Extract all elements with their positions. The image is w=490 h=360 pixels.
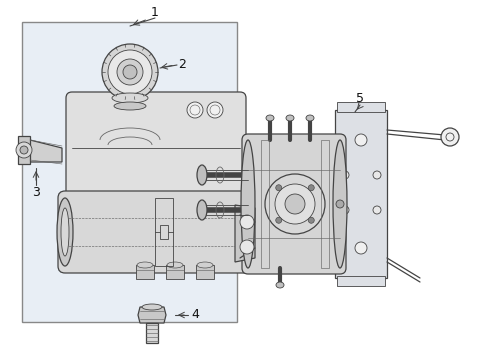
Bar bbox=[196, 265, 214, 279]
Circle shape bbox=[187, 102, 203, 118]
Circle shape bbox=[308, 217, 314, 223]
Ellipse shape bbox=[57, 198, 73, 266]
Bar bbox=[337, 102, 385, 112]
Circle shape bbox=[240, 215, 254, 229]
Ellipse shape bbox=[197, 262, 213, 268]
Bar bbox=[335, 110, 387, 278]
Ellipse shape bbox=[197, 165, 207, 185]
Circle shape bbox=[373, 206, 381, 214]
Bar bbox=[22, 22, 237, 322]
Text: 3: 3 bbox=[32, 185, 40, 198]
Ellipse shape bbox=[112, 93, 148, 103]
Bar bbox=[146, 323, 158, 343]
Ellipse shape bbox=[266, 115, 274, 121]
Ellipse shape bbox=[114, 102, 146, 110]
Circle shape bbox=[276, 185, 282, 191]
Ellipse shape bbox=[197, 200, 207, 220]
Polygon shape bbox=[235, 205, 255, 262]
Ellipse shape bbox=[137, 262, 153, 268]
Ellipse shape bbox=[286, 115, 294, 121]
Text: 5: 5 bbox=[356, 91, 364, 104]
Bar bbox=[155, 198, 173, 266]
Text: 1: 1 bbox=[151, 5, 159, 18]
Circle shape bbox=[341, 206, 349, 214]
Circle shape bbox=[355, 242, 367, 254]
Circle shape bbox=[441, 128, 459, 146]
Bar bbox=[166, 265, 184, 279]
Circle shape bbox=[308, 185, 314, 191]
FancyBboxPatch shape bbox=[66, 92, 246, 204]
Ellipse shape bbox=[333, 140, 347, 268]
Polygon shape bbox=[138, 307, 166, 323]
Bar bbox=[160, 225, 168, 239]
Circle shape bbox=[355, 134, 367, 146]
Ellipse shape bbox=[241, 140, 255, 268]
FancyBboxPatch shape bbox=[242, 134, 346, 274]
Polygon shape bbox=[22, 138, 62, 162]
Bar bbox=[136, 265, 154, 279]
Ellipse shape bbox=[306, 115, 314, 121]
Circle shape bbox=[207, 102, 223, 118]
Circle shape bbox=[20, 146, 28, 154]
Circle shape bbox=[123, 65, 137, 79]
FancyBboxPatch shape bbox=[58, 191, 252, 273]
Bar bbox=[321, 140, 329, 268]
Ellipse shape bbox=[276, 282, 284, 288]
Ellipse shape bbox=[108, 70, 152, 80]
Bar bbox=[337, 276, 385, 286]
Ellipse shape bbox=[167, 262, 183, 268]
Ellipse shape bbox=[61, 208, 69, 256]
Circle shape bbox=[102, 44, 158, 100]
Text: 2: 2 bbox=[178, 58, 186, 72]
Circle shape bbox=[341, 171, 349, 179]
Circle shape bbox=[240, 240, 254, 254]
Circle shape bbox=[373, 171, 381, 179]
Circle shape bbox=[265, 174, 325, 234]
Bar bbox=[18, 136, 30, 164]
Circle shape bbox=[117, 59, 143, 85]
Text: 4: 4 bbox=[191, 309, 199, 321]
Circle shape bbox=[336, 200, 344, 208]
Circle shape bbox=[16, 142, 32, 158]
Circle shape bbox=[275, 184, 315, 224]
Ellipse shape bbox=[142, 304, 162, 310]
Circle shape bbox=[108, 50, 152, 94]
Circle shape bbox=[276, 217, 282, 223]
Bar bbox=[261, 140, 269, 268]
Circle shape bbox=[285, 194, 305, 214]
